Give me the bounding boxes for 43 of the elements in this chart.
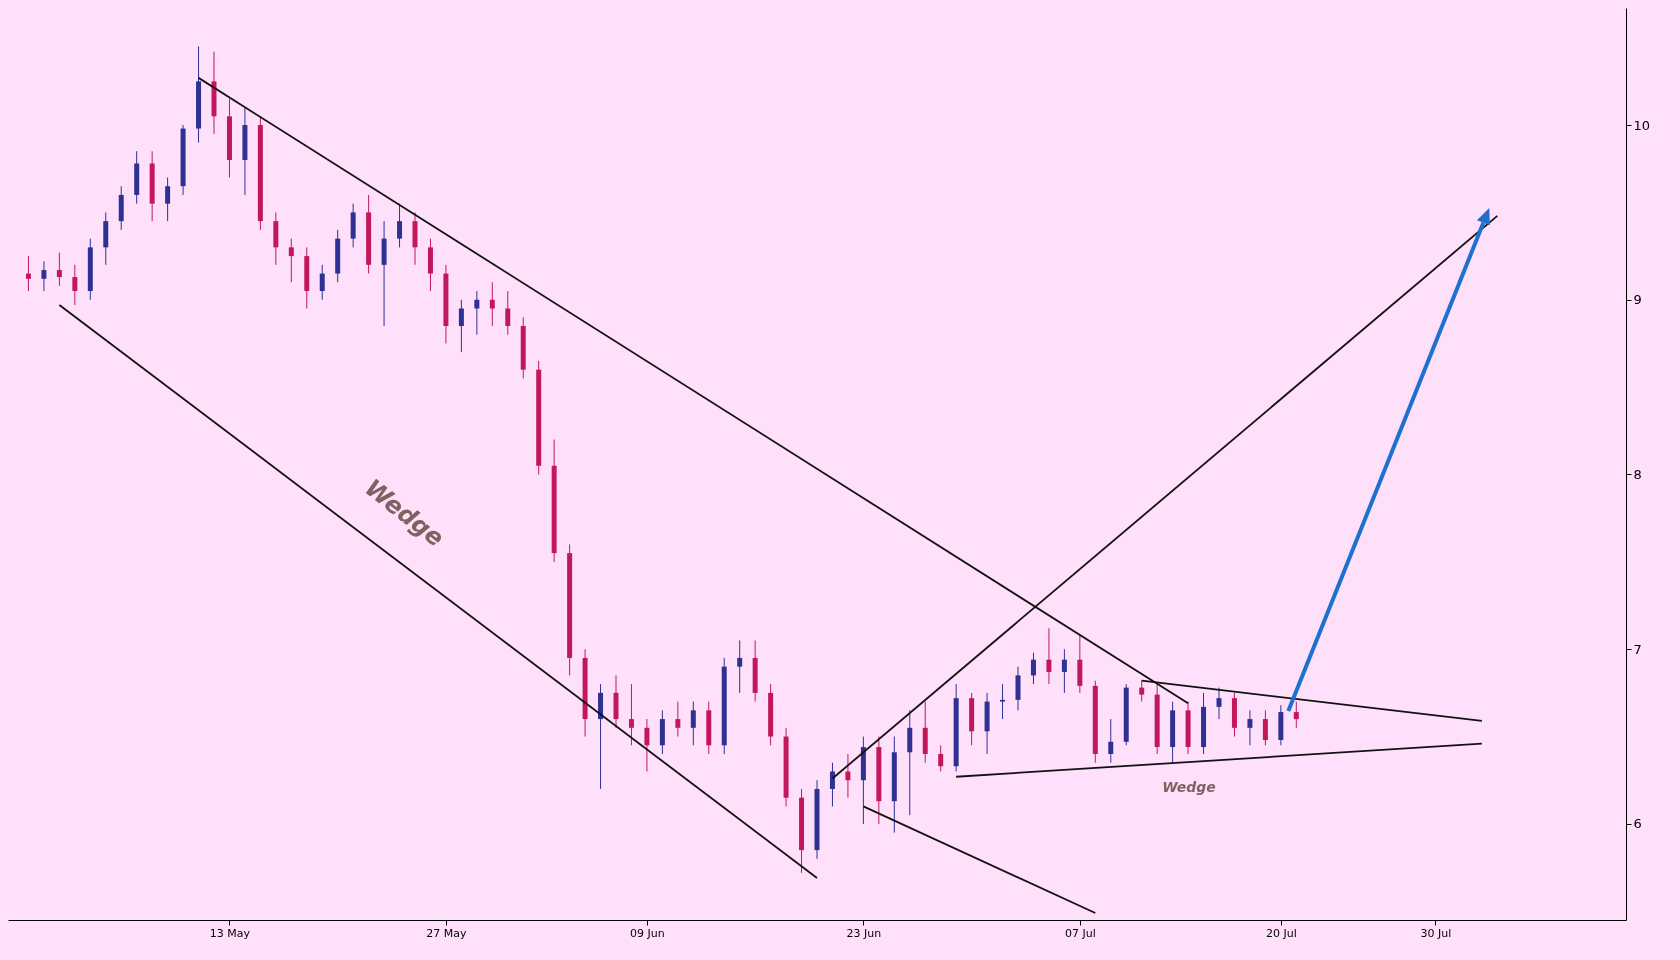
candlestick	[1108, 718, 1114, 764]
candlestick	[319, 264, 325, 301]
y-tick-label: 7	[1633, 641, 1642, 657]
x-tick-label: 30 Jul	[1420, 926, 1452, 940]
candlestick	[288, 238, 294, 283]
x-tick-label: 09 Jun	[630, 926, 665, 940]
candlestick	[72, 264, 78, 306]
x-tick-label: 20 Jul	[1265, 926, 1297, 940]
x-tick-label: 07 Jul	[1064, 926, 1096, 940]
annotation: Wedge	[1162, 779, 1216, 796]
y-tick-label: 8	[1633, 466, 1642, 482]
candlestick	[1000, 683, 1006, 720]
candlestick	[25, 255, 31, 292]
candlestick	[1293, 701, 1299, 729]
candlestick	[56, 252, 62, 287]
candlestick	[628, 683, 634, 746]
y-tick-label: 9	[1633, 292, 1642, 308]
candlestick	[458, 299, 464, 353]
x-tick-label: 13 May	[209, 926, 251, 940]
candlestick	[675, 701, 681, 738]
x-tick-label: 23 Jun	[846, 926, 882, 940]
candlestick	[1247, 709, 1253, 746]
candlestick	[1046, 627, 1052, 685]
candlestick	[1139, 680, 1145, 703]
candlestick	[489, 281, 495, 327]
candlestick	[845, 753, 851, 799]
candlestick	[690, 701, 696, 746]
candlestick	[1216, 687, 1222, 720]
candlestick	[397, 203, 403, 248]
x-tick-label: 27 May	[426, 926, 468, 940]
candlestick	[829, 762, 835, 807]
candlestick	[644, 718, 650, 772]
candlestick	[41, 260, 47, 292]
candlestick	[1061, 648, 1067, 694]
candlestick	[1030, 652, 1036, 685]
y-tick-label: 6	[1633, 816, 1642, 832]
candlestick	[1262, 709, 1268, 746]
y-tick-label: 10	[1633, 117, 1651, 133]
candlestick	[505, 290, 511, 336]
candlestick	[938, 744, 944, 772]
candlestick	[165, 176, 171, 222]
candlestick	[474, 290, 480, 336]
candlestick	[737, 639, 743, 694]
